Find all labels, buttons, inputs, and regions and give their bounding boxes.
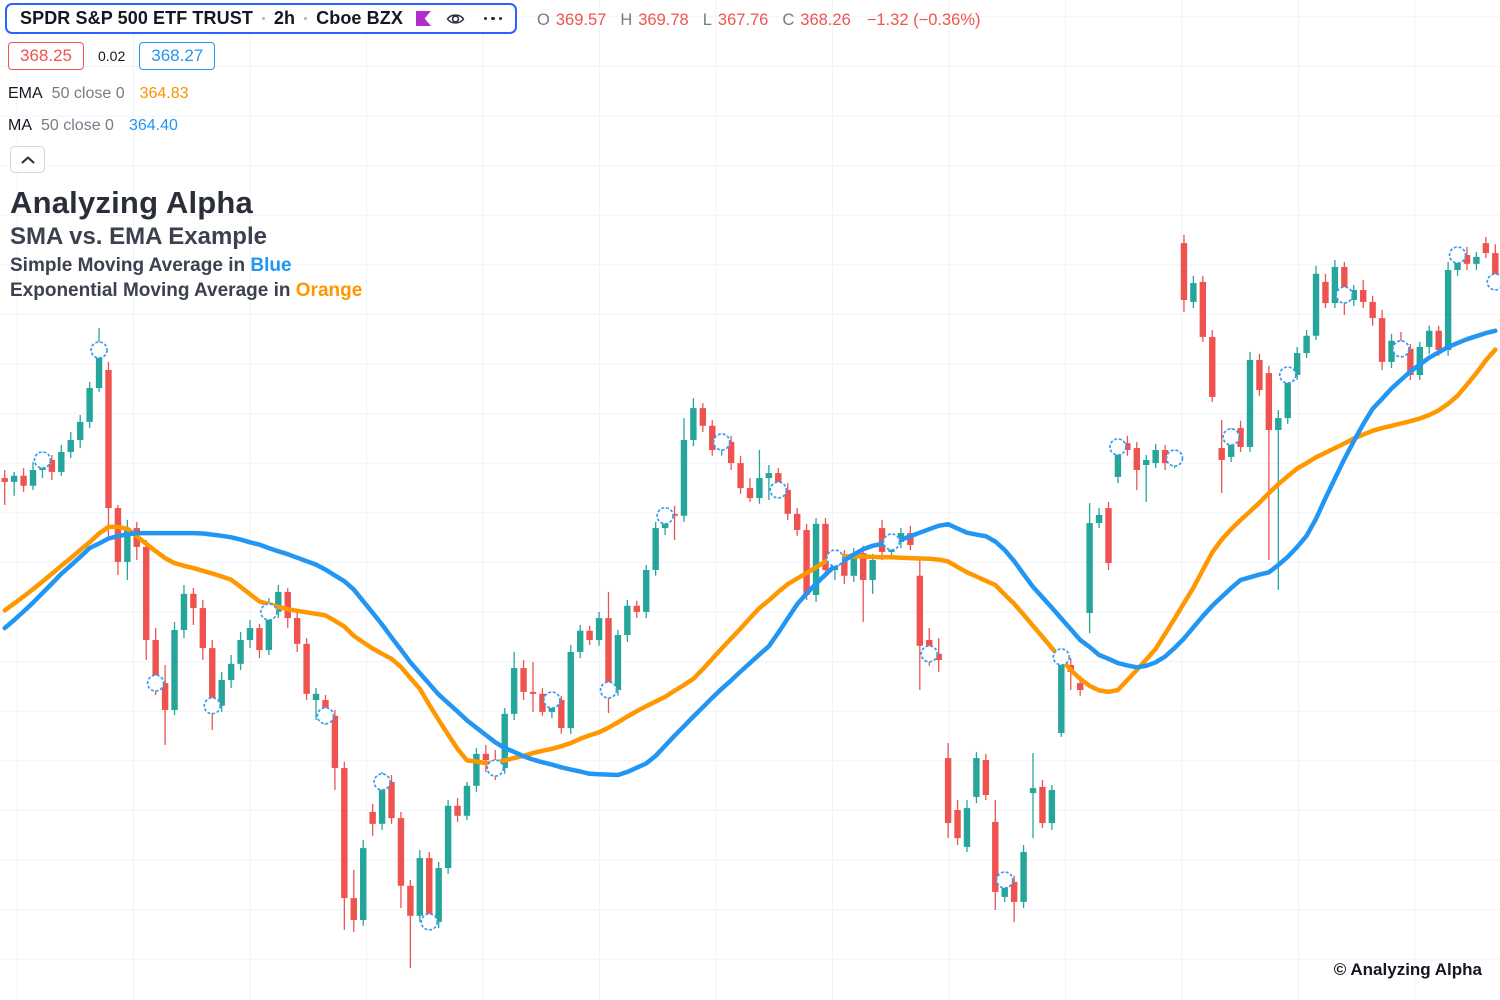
bar-marker-circle [1392,339,1410,358]
open-value: 369.57 [555,11,607,29]
low-value: 367.76 [717,11,769,29]
exchange-flag-icon [415,11,431,26]
bar-marker-circle [1335,286,1354,304]
ma-value: 364.40 [128,117,178,134]
bar-marker-circle [769,481,788,499]
eye-icon[interactable] [446,11,465,27]
quote-row: 368.25 0.02 368.27 [8,42,216,70]
bar-marker-circle [1278,366,1297,384]
bar-marker-circle [920,644,939,663]
bar-marker-circle [1222,428,1240,446]
symbol-search-box[interactable]: SPDR S&P 500 ETF TRUST 2h Cboe BZX [5,3,518,34]
bar-marker-circle [420,913,439,931]
close-label: C [782,11,795,29]
annotation-title: Analyzing Alpha [10,185,253,220]
bar-marker-circle [33,451,52,469]
bar-marker-circle [260,603,278,621]
bar-marker-circle [1109,438,1127,456]
bar-marker-circle [486,759,505,777]
open-label: O [537,11,550,29]
ma-params: 50 close 0 [41,117,114,134]
legend-ma[interactable]: MA 50 close 0 364.40 [8,117,178,135]
annotation-ema-line: Exponential Moving Average in Orange [10,279,363,301]
bar-marker-circle [882,533,901,551]
symbol-title[interactable]: SPDR S&P 500 ETF TRUST [20,8,253,28]
bar-marker-circle [316,706,335,725]
chevron-up-icon [21,156,34,163]
annotation-block: Analyzing Alpha SMA vs. EMA Example Simp… [10,185,363,301]
blue-word: Blue [250,254,292,276]
separator-dot [261,17,265,20]
low-label: L [702,11,712,29]
bar-marker-circle [543,691,561,709]
ask-price-button[interactable]: 368.27 [139,42,216,70]
bar-marker-circle [656,506,674,525]
bar-marker-circle [1165,449,1184,467]
bar-marker-circle [826,549,844,567]
more-options-icon[interactable] [483,16,503,21]
close-value: 368.26 [800,11,851,29]
interval-selector[interactable]: 2h [273,8,296,28]
legend-ema[interactable]: EMA 50 close 0 364.83 [8,85,189,103]
bar-marker-circle [712,433,731,451]
bar-marker-circle [1486,273,1500,291]
bar-marker-circle [146,674,165,692]
bar-marker-circle [1052,648,1071,666]
copyright-watermark: © Analyzing Alpha [1333,960,1482,979]
high-label: H [620,11,633,29]
ma-name: MA [8,117,32,134]
collapse-legend-button[interactable] [10,146,45,173]
orange-word: Orange [295,279,363,301]
annotation-sma-line: Simple Moving Average in Blue [10,254,292,276]
ema-params: 50 close 0 [51,85,125,102]
separator-dot [304,17,308,20]
ema-value: 364.83 [139,85,189,102]
bar-marker-circle [1448,246,1467,264]
ohlc-readout: O 369.57 H 369.78 L 367.76 C 368.26 −1.3… [537,11,981,30]
bar-marker-circle [203,696,222,715]
spread-value: 0.02 [98,48,126,64]
bar-marker-circle [995,871,1014,889]
change-value: −1.32 (−0.36%) [866,11,981,29]
bar-marker-circle [373,773,391,791]
high-value: 369.78 [638,11,689,29]
bid-price-button[interactable]: 368.25 [8,42,84,70]
exchange-label: Cboe BZX [316,8,403,28]
annotation-subtitle: SMA vs. EMA Example [10,222,267,250]
bar-marker-circle [599,681,618,699]
bar-marker-circle [90,341,108,359]
ema-name: EMA [8,85,43,102]
